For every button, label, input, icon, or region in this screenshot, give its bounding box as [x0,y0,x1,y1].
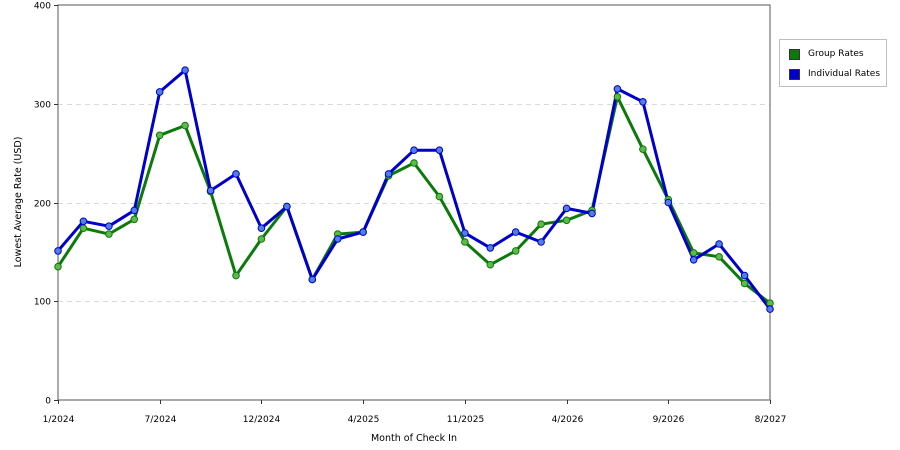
legend-item-individual-rates: Individual Rates [789,67,880,81]
y-tick-label: 0 [45,397,51,407]
data-point-individual-rates [766,305,774,313]
legend-label-group-rates: Group Rates [808,49,864,59]
data-point-group-rates [79,224,88,232]
grid-lines [58,104,770,302]
data-point-group-rates [461,238,469,246]
x-tick-label: 9/2026 [653,415,685,425]
series-lines [56,68,772,311]
data-point-individual-rates [435,146,444,154]
data-points [54,66,774,313]
x-tick-label: 8/2027 [755,415,787,425]
data-point-individual-rates [486,244,495,252]
data-point-individual-rates [613,85,622,93]
data-point-individual-rates [384,170,393,178]
legend: Group Rates Individual Rates [779,39,887,87]
plot-frame [57,4,771,401]
data-point-individual-rates [359,228,367,236]
data-point-group-rates [410,159,418,167]
data-point-individual-rates [511,228,520,236]
y-tick-label: 300 [34,101,51,111]
data-point-group-rates [54,262,62,271]
data-point-group-rates [232,271,240,280]
data-point-individual-rates [155,88,164,96]
y-tick-label: 200 [34,200,51,210]
data-point-individual-rates [257,224,266,232]
x-tick-label: 1/2024 [43,415,75,425]
data-point-individual-rates [105,222,113,230]
data-point-group-rates [740,279,749,288]
data-point-group-rates [257,235,266,243]
x-tick-label: 11/2025 [447,415,484,425]
data-point-group-rates [562,216,571,225]
data-point-group-rates [105,230,113,238]
data-point-individual-rates [689,256,698,264]
data-point-group-rates [639,145,647,153]
data-point-individual-rates [283,202,291,211]
series-line-group-rates [56,95,772,305]
x-axis-title: Month of Check In [371,433,457,444]
axes [54,4,771,404]
x-tick-label: 4/2025 [348,415,380,425]
data-point-individual-rates [664,198,673,207]
data-point-individual-rates [588,209,596,218]
x-tick-label: 12/2024 [243,415,281,425]
data-point-group-rates [715,252,723,261]
y-axis-title: Lowest Average Rate (USD) [13,137,24,268]
data-point-group-rates [511,247,520,255]
data-point-individual-rates [206,186,215,195]
x-tick-label: 7/2024 [145,415,177,425]
data-point-group-rates [181,121,189,130]
y-tick-label: 400 [34,2,51,12]
data-point-individual-rates [181,66,189,74]
tick-labels: 0 100 200 300 400 1/2024 7/2024 12/2024 4/2025 11… [34,2,787,426]
data-point-individual-rates [308,275,317,284]
data-point-group-rates [537,220,545,228]
y-tick-label: 100 [34,298,51,308]
data-point-individual-rates [562,204,571,213]
legend-swatch-group-rates [789,48,800,60]
data-point-group-rates [486,260,495,269]
data-point-individual-rates [130,206,139,215]
legend-item-group-rates: Group Rates [789,47,864,61]
data-point-individual-rates [79,217,88,226]
data-point-individual-rates [537,238,545,246]
data-point-individual-rates [639,98,647,106]
data-point-group-rates [155,131,164,140]
legend-label-individual-rates: Individual Rates [808,69,881,79]
data-point-individual-rates [54,247,62,255]
legend-swatch-individual-rates [789,68,800,80]
data-point-group-rates [689,249,698,257]
x-tick-label: 4/2026 [552,415,584,425]
data-point-individual-rates [410,146,418,154]
data-point-individual-rates [461,229,469,237]
data-point-group-rates [613,93,622,101]
data-point-individual-rates [333,235,342,243]
data-point-individual-rates [715,240,723,248]
data-point-individual-rates [740,271,749,280]
data-point-group-rates [435,192,444,201]
data-point-individual-rates [232,170,240,178]
data-point-group-rates [130,215,139,224]
